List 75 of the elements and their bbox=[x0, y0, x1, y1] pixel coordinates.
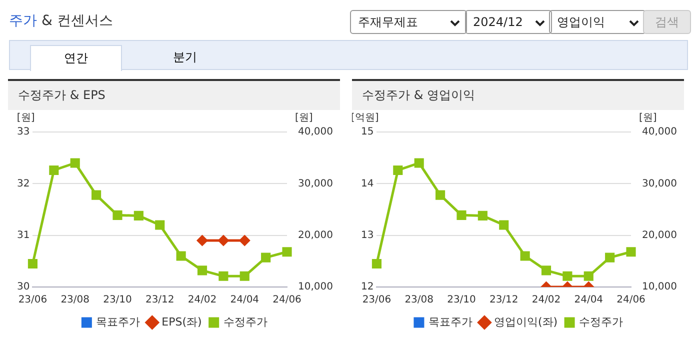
point bbox=[197, 266, 208, 276]
y2-axis-title: [원] bbox=[295, 112, 313, 124]
point bbox=[70, 158, 80, 168]
point bbox=[372, 258, 382, 269]
x-tick-label: 23/12 bbox=[145, 294, 174, 306]
y2-axis-title: [원] bbox=[639, 112, 657, 124]
y2-tick-label: 20,000 bbox=[298, 230, 334, 241]
x-tick-label: 24/06 bbox=[272, 294, 302, 306]
y2-tick-label: 10,000 bbox=[642, 282, 678, 293]
chart-title: 수정주가 & 영업이익 bbox=[352, 79, 684, 110]
text: 주재무제표 bbox=[350, 10, 467, 34]
y-tick-label: 15 bbox=[360, 126, 374, 138]
x-tick-label: 24/02 bbox=[188, 294, 217, 306]
x-tick-label: 23/10 bbox=[103, 294, 132, 306]
point bbox=[155, 220, 165, 230]
point bbox=[520, 251, 530, 261]
chart-title: 수정주가 & EPS bbox=[8, 79, 340, 110]
y-tick-label: 33 bbox=[16, 126, 30, 138]
legend-label: EPS(좌) bbox=[162, 315, 202, 328]
text: 2024/12 bbox=[465, 10, 552, 34]
x-tick-label: 23/06 bbox=[362, 294, 392, 306]
point bbox=[414, 158, 424, 168]
point bbox=[626, 247, 636, 257]
point bbox=[49, 165, 59, 176]
x-tick-label: 23/08 bbox=[404, 294, 434, 306]
x-tick-label: 23/12 bbox=[489, 294, 518, 306]
point bbox=[112, 210, 122, 220]
x-tick-label: 24/02 bbox=[532, 294, 561, 306]
point bbox=[499, 220, 509, 230]
legend-label: 목표주가 bbox=[428, 315, 472, 328]
point bbox=[436, 190, 446, 200]
point bbox=[541, 266, 552, 276]
y-axis-title: [억원] bbox=[350, 112, 379, 124]
y2-tick-label: 40,000 bbox=[298, 126, 334, 138]
point bbox=[456, 210, 466, 220]
y2-tick-label: 10,000 bbox=[298, 282, 334, 293]
y-tick-label: 13 bbox=[360, 230, 374, 241]
y-tick-label: 30 bbox=[16, 282, 30, 293]
point bbox=[28, 258, 38, 269]
y-tick-label: 14 bbox=[360, 178, 374, 190]
y-tick-label: 12 bbox=[360, 282, 374, 293]
y-tick-label: 31 bbox=[16, 230, 30, 241]
y2-tick-label: 20,000 bbox=[642, 230, 678, 241]
text: 영업이익 bbox=[549, 10, 646, 34]
text: 분기 bbox=[172, 49, 198, 66]
point bbox=[92, 190, 102, 200]
y2-tick-label: 30,000 bbox=[642, 178, 678, 190]
text: 주가 & 컨센서스 bbox=[9, 12, 113, 30]
x-tick-label: 24/04 bbox=[230, 294, 260, 306]
x-tick-label: 23/08 bbox=[60, 294, 90, 306]
point bbox=[605, 252, 615, 262]
y-axis-title: [원] bbox=[16, 112, 35, 124]
point bbox=[176, 251, 186, 261]
point bbox=[478, 210, 488, 220]
point bbox=[134, 210, 144, 220]
point bbox=[218, 271, 228, 281]
legend-label: 목표주가 bbox=[96, 315, 140, 328]
point bbox=[282, 247, 292, 257]
point bbox=[562, 271, 572, 281]
point bbox=[393, 165, 403, 176]
point bbox=[584, 271, 594, 281]
y2-tick-label: 30,000 bbox=[298, 178, 334, 190]
x-tick-label: 23/06 bbox=[18, 294, 48, 306]
y-tick-label: 32 bbox=[16, 178, 30, 190]
x-tick-label: 24/04 bbox=[574, 294, 604, 306]
legend-label: 영업이익(좌) bbox=[494, 315, 558, 328]
point bbox=[240, 271, 250, 281]
y2-tick-label: 40,000 bbox=[642, 126, 678, 138]
legend-label: 수정주가 bbox=[223, 315, 268, 328]
x-tick-label: 23/10 bbox=[447, 294, 476, 306]
text: 검색 bbox=[643, 10, 691, 34]
text: 연간 bbox=[30, 45, 122, 71]
legend-label: 수정주가 bbox=[579, 315, 624, 328]
point bbox=[261, 252, 271, 262]
x-tick-label: 24/06 bbox=[616, 294, 646, 306]
